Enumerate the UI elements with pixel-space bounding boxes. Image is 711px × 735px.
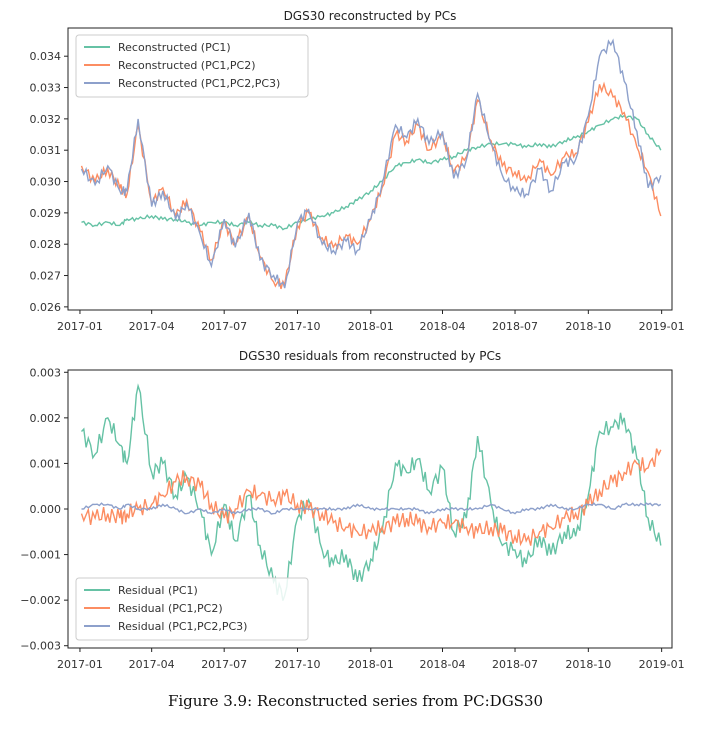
chart-title: DGS30 residuals from reconstructed by PC… bbox=[239, 349, 501, 363]
legend: Residual (PC1) Residual (PC1,PC2) Residual… bbox=[75, 577, 309, 641]
x-tick-label: 2018-07 bbox=[492, 320, 538, 333]
x-tick-label: 2017-01 bbox=[57, 658, 103, 671]
series-line-3 bbox=[81, 502, 662, 515]
x-tick-label: 2018-04 bbox=[420, 658, 466, 671]
y-tick-label: −0.002 bbox=[20, 594, 61, 607]
series-line-1 bbox=[80, 383, 662, 601]
y-tick-label: 0.026 bbox=[30, 301, 62, 314]
chart-title: DGS30 reconstructed by PCs bbox=[284, 9, 457, 23]
y-tick-label: 0.030 bbox=[30, 176, 62, 189]
x-tick-label: 2018-01 bbox=[348, 320, 394, 333]
y-tick-label: 0.001 bbox=[30, 457, 62, 470]
figure-svg: DGS30 reconstructed by PCs 0.026 0.027 0.02… bbox=[20, 9, 685, 671]
series-line-2 bbox=[80, 448, 662, 547]
chart-reconstructed: DGS30 reconstructed by PCs 0.026 0.027 0.02… bbox=[30, 9, 685, 333]
legend: Reconstructed (PC1) Reconstructed (PC1,PC… bbox=[75, 34, 309, 98]
y-tick-label: 0.000 bbox=[30, 503, 62, 516]
figure-caption: Figure 3.9: Reconstructed series from PC… bbox=[167, 692, 544, 710]
y-tick-label: 0.032 bbox=[30, 113, 62, 126]
y-tick-label: −0.001 bbox=[20, 549, 61, 562]
legend-label: Residual (PC1,PC2,PC3) bbox=[118, 620, 247, 633]
x-tick-label: 2017-07 bbox=[201, 320, 247, 333]
series-line-3 bbox=[80, 38, 662, 289]
legend-box bbox=[75, 34, 309, 98]
x-tick-label: 2017-07 bbox=[201, 658, 247, 671]
x-tick-label: 2017-01 bbox=[57, 320, 103, 333]
x-tick-label: 2018-10 bbox=[565, 658, 611, 671]
legend-label: Reconstructed (PC1,PC2) bbox=[118, 59, 256, 72]
chart-residuals: DGS30 residuals from reconstructed by PC… bbox=[20, 349, 684, 671]
series-line-2 bbox=[80, 81, 662, 290]
x-tick-label: 2017-10 bbox=[275, 320, 321, 333]
y-tick-label: 0.003 bbox=[30, 366, 62, 379]
x-tick-label: 2018-07 bbox=[492, 658, 538, 671]
y-tick-label: −0.003 bbox=[20, 640, 61, 653]
y-tick-label: 0.028 bbox=[30, 238, 62, 251]
x-tick-label: 2018-04 bbox=[420, 320, 466, 333]
axes-frame bbox=[67, 27, 673, 311]
y-tick-label: 0.034 bbox=[30, 50, 62, 63]
x-tick-label: 2017-04 bbox=[129, 320, 175, 333]
x-tick-label: 2018-01 bbox=[348, 658, 394, 671]
y-tick-label: 0.033 bbox=[30, 82, 62, 95]
legend-label: Residual (PC1) bbox=[118, 584, 198, 597]
series-line-1 bbox=[81, 113, 662, 231]
y-tick-label: 0.029 bbox=[30, 207, 62, 220]
legend-label: Reconstructed (PC1) bbox=[118, 41, 231, 54]
legend-box bbox=[75, 577, 309, 641]
x-tick-label: 2019-01 bbox=[639, 658, 685, 671]
y-tick-label: 0.027 bbox=[30, 270, 62, 283]
x-tick-label: 2018-10 bbox=[565, 320, 611, 333]
x-tick-label: 2017-04 bbox=[129, 658, 175, 671]
y-tick-label: 0.002 bbox=[30, 412, 62, 425]
legend-label: Residual (PC1,PC2) bbox=[118, 602, 223, 615]
x-tick-label: 2017-10 bbox=[275, 658, 321, 671]
legend-label: Reconstructed (PC1,PC2,PC3) bbox=[118, 77, 280, 90]
y-tick-label: 0.031 bbox=[30, 144, 62, 157]
x-tick-label: 2019-01 bbox=[639, 320, 685, 333]
